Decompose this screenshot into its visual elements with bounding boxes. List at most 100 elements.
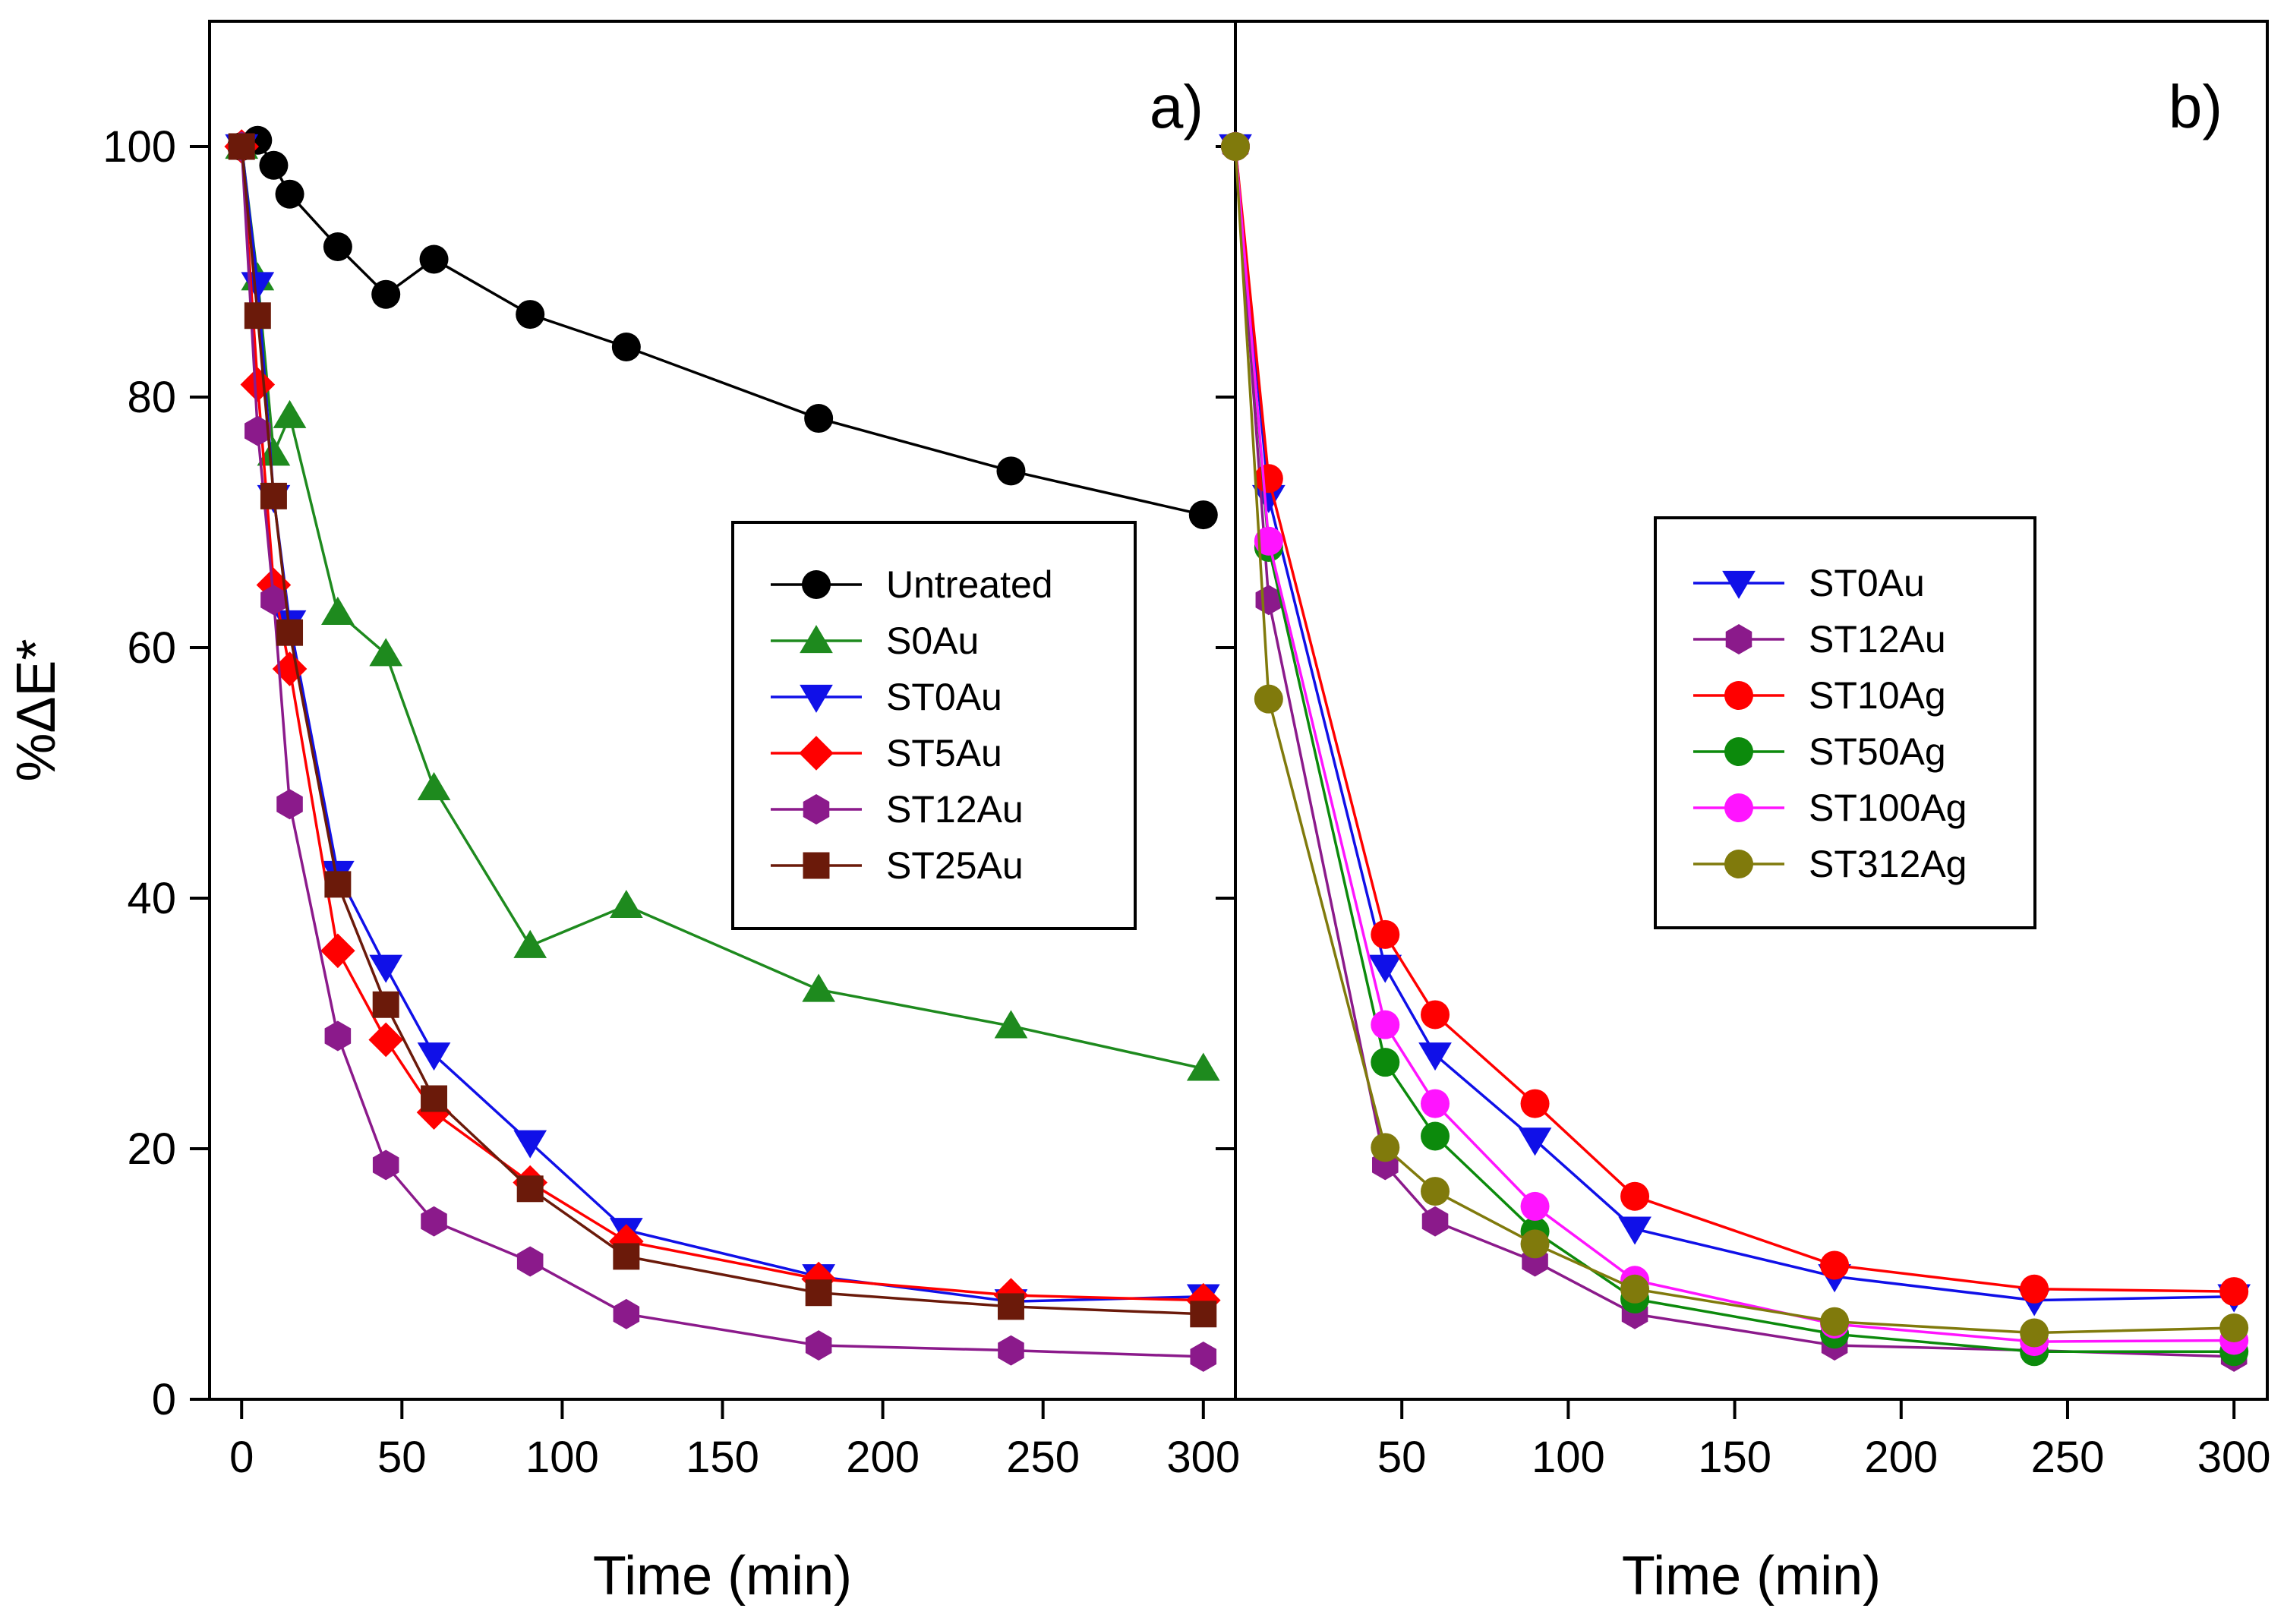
data-point	[609, 890, 643, 919]
data-point	[369, 954, 403, 983]
data-point	[368, 1022, 404, 1058]
data-point	[276, 789, 303, 820]
x-tick-label: 50	[1377, 1433, 1427, 1482]
data-point	[244, 302, 271, 330]
data-point	[259, 150, 289, 180]
legend-box	[731, 521, 1137, 930]
y-tick-label: 20	[127, 1124, 176, 1174]
data-point	[2219, 1277, 2249, 1307]
data-point	[1620, 1181, 1650, 1211]
legend-marker	[1724, 681, 1753, 710]
data-point	[1254, 464, 1283, 494]
y-tick-label: 80	[127, 373, 176, 422]
legend-label: ST50Ag	[1809, 730, 1946, 773]
x-tick-label: 200	[846, 1433, 920, 1482]
data-point	[804, 404, 834, 434]
legend-marker	[799, 736, 834, 771]
data-point	[516, 1175, 544, 1203]
data-point	[802, 973, 836, 1002]
x-axis-title: Time (min)	[593, 1546, 852, 1607]
data-point	[244, 415, 271, 446]
data-point	[369, 638, 403, 667]
x-tick-label: 150	[1698, 1433, 1771, 1482]
legend-label: ST25Au	[886, 844, 1024, 887]
legend-marker	[1722, 570, 1756, 599]
x-tick-label: 100	[525, 1433, 599, 1482]
data-point	[1421, 1000, 1450, 1030]
legend-marker	[800, 625, 833, 654]
data-point	[1520, 1191, 1550, 1221]
data-point	[516, 1246, 544, 1277]
data-point	[1368, 954, 1402, 983]
data-point	[998, 1335, 1024, 1366]
data-point	[2219, 1313, 2249, 1342]
data-point	[2020, 1274, 2049, 1304]
data-point	[997, 1293, 1024, 1320]
legend-label: ST0Au	[1809, 562, 1925, 604]
legend-box	[1654, 516, 2036, 929]
legend-marker	[1725, 624, 1752, 654]
panel-b: 50 100 150 200 250 300 b) Time (min) ST0Au ST12Au…	[1216, 20, 2271, 1607]
y-tick-label: 40	[127, 874, 176, 923]
data-point	[1618, 1216, 1651, 1245]
data-point	[1418, 1042, 1452, 1071]
panel-label: b)	[2169, 73, 2222, 140]
data-point	[1254, 526, 1283, 556]
data-point	[417, 1042, 451, 1071]
data-point	[1190, 1341, 1217, 1372]
legend-marker	[803, 794, 830, 825]
data-point	[1188, 500, 1218, 530]
legend-marker	[1724, 793, 1753, 822]
data-point	[1221, 132, 1250, 161]
data-point	[416, 1095, 452, 1130]
x-axis-title: Time (min)	[1622, 1546, 1881, 1607]
data-point	[994, 1010, 1028, 1039]
data-point	[1518, 1127, 1552, 1156]
data-point	[275, 179, 304, 209]
data-point	[1254, 684, 1283, 714]
data-point	[996, 456, 1026, 486]
panel-a: 0 50 100 150 200 250 300 0 20 40 60 80 100 a) Time (mi…	[103, 20, 1240, 1607]
legend-label: ST12Au	[886, 788, 1024, 831]
y-tick-label: 100	[103, 122, 176, 172]
data-point	[228, 133, 255, 160]
y-tick-label: 0	[152, 1375, 176, 1424]
data-point	[372, 991, 399, 1018]
data-point	[324, 871, 352, 898]
legend-marker	[802, 570, 831, 599]
data-point	[421, 1085, 448, 1112]
legend: Untreated S0Au ST0Au ST5Au ST12Au ST25Au	[731, 521, 1137, 930]
data-point	[611, 333, 641, 361]
y-tick-label: 60	[127, 623, 176, 673]
plot-frame	[1234, 20, 2269, 1401]
data-point	[1421, 1177, 1450, 1206]
data-point	[1421, 1121, 1450, 1151]
data-point	[1371, 919, 1400, 949]
legend-label: ST5Au	[886, 732, 1002, 774]
legend-label: ST12Au	[1809, 618, 1946, 661]
data-point	[320, 933, 355, 969]
legend: ST0Au ST12Au ST10Ag ST50Ag ST100Ag ST312Ag	[1654, 516, 2036, 929]
legend-label: ST312Ag	[1809, 843, 1967, 885]
data-point	[516, 300, 545, 330]
data-point	[1421, 1206, 1449, 1237]
data-point	[1190, 1301, 1217, 1328]
legend-label: ST10Ag	[1809, 674, 1946, 717]
legend-label: ST100Ag	[1809, 787, 1967, 829]
data-point	[371, 279, 401, 309]
data-point	[805, 1330, 832, 1361]
data-point	[1820, 1250, 1850, 1280]
x-tick-label: 200	[1864, 1433, 1938, 1482]
legend-marker	[800, 684, 833, 713]
legend-marker	[1724, 737, 1753, 766]
data-point	[805, 1279, 832, 1307]
data-point	[260, 585, 287, 616]
data-point	[419, 244, 449, 274]
data-point	[260, 482, 287, 509]
data-point	[417, 771, 451, 800]
data-point	[1620, 1274, 1650, 1304]
series-s0au	[225, 131, 1220, 1081]
series-line	[240, 146, 1204, 1071]
data-point	[240, 367, 276, 402]
